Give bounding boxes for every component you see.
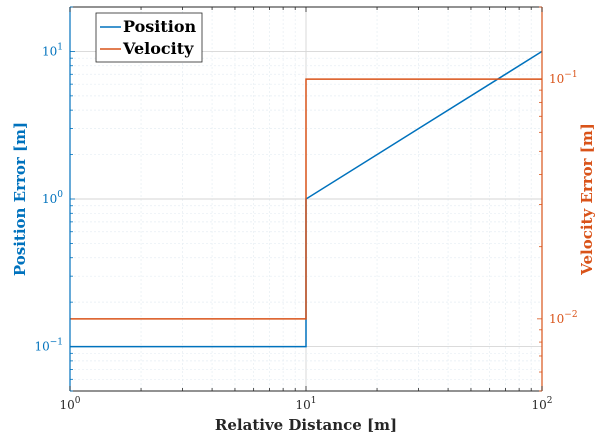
- y-right-tick-label: 10−1: [549, 70, 578, 86]
- series-line-velocity: [70, 78, 542, 320]
- y-right-tick-label: 10−2: [549, 310, 578, 326]
- x-tick-label: 102: [531, 396, 552, 412]
- legend-label-position: Position: [123, 17, 197, 36]
- x-axis-label: Relative Distance [m]: [215, 416, 397, 434]
- y-left-tick-label: 100: [42, 190, 63, 206]
- legend-label-velocity: Velocity: [122, 39, 194, 58]
- legend-box: [95, 12, 203, 63]
- y-left-tick-label: 101: [42, 42, 63, 58]
- axes-layer: [69, 6, 543, 392]
- legend: Position Velocity: [95, 12, 203, 63]
- series-layer: [70, 50, 543, 348]
- y-left-tick-label: 10−1: [34, 338, 63, 354]
- x-tick-label: 101: [295, 396, 316, 412]
- y-axis-label-left: Position Error [m]: [11, 122, 29, 276]
- y-axis-label-right: Velocity Error [m]: [578, 123, 596, 276]
- ticks-layer: 100 101 102 10−1 100 101 10−2 10−1: [34, 42, 577, 412]
- x-tick-label: 100: [59, 396, 80, 412]
